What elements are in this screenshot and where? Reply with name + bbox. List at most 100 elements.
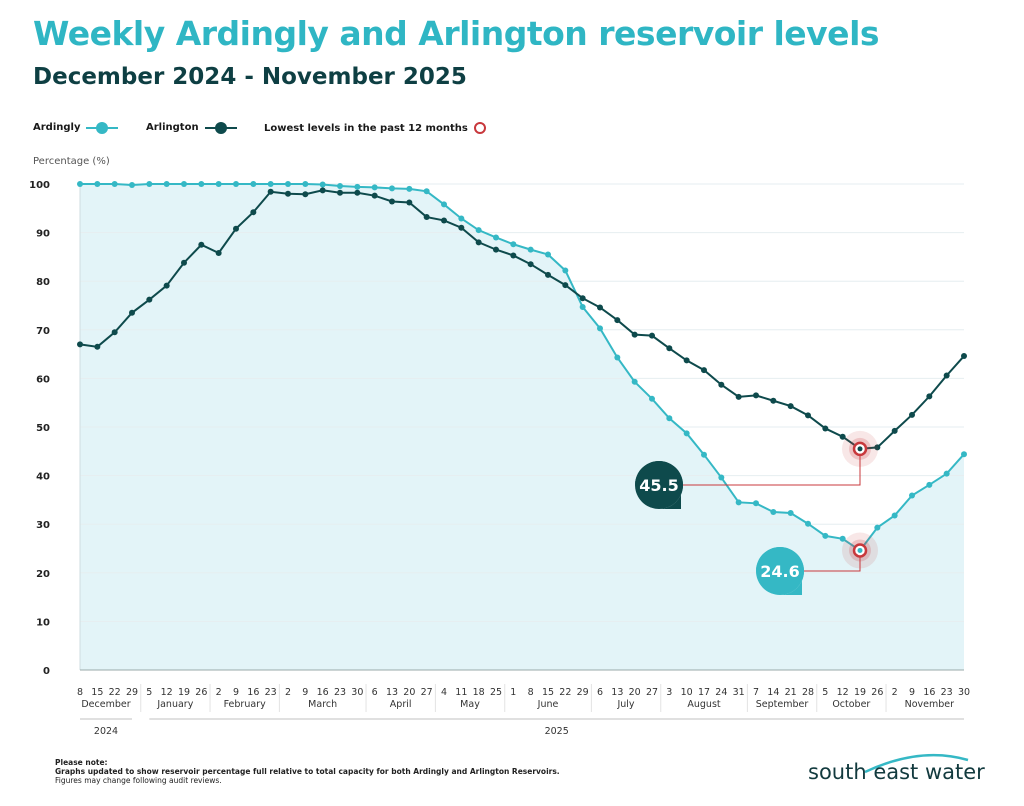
x-tick-label: 11 — [455, 687, 467, 698]
x-tick-label: 8 — [77, 687, 83, 698]
data-point-ardingly — [94, 181, 101, 187]
x-tick-label: 13 — [611, 687, 623, 698]
x-tick-label: 31 — [733, 687, 745, 698]
callout-leader — [679, 455, 861, 486]
callout-bubble — [756, 547, 804, 595]
x-tick-label: 6 — [372, 687, 378, 698]
data-point-arlington — [701, 367, 707, 374]
data-point-ardingly — [181, 181, 187, 187]
y-tick-label: 80 — [36, 277, 50, 288]
x-tick-label: 16 — [247, 687, 259, 698]
data-point-arlington — [129, 309, 135, 316]
data-point-ardingly — [631, 378, 638, 385]
x-tick-label: 22 — [109, 687, 121, 698]
x-tick-label: 2 — [892, 687, 898, 698]
month-label: April — [390, 699, 412, 710]
data-point-arlington — [649, 332, 655, 339]
y-tick-label: 20 — [36, 569, 50, 580]
data-point-arlington — [233, 225, 239, 232]
legend-arlington-label: Arlington — [146, 122, 199, 133]
callout-bubble — [756, 547, 804, 595]
data-point-arlington — [822, 425, 829, 432]
data-point-ardingly — [701, 451, 707, 458]
x-tick-label: 29 — [126, 687, 138, 698]
data-point-arlington — [545, 271, 551, 278]
data-point-arlington — [423, 214, 430, 221]
x-tick-label: 21 — [785, 687, 797, 698]
x-tick-label: 9 — [233, 687, 239, 698]
data-point-ardingly — [545, 251, 551, 258]
month-label: August — [687, 699, 721, 710]
month-label: February — [224, 699, 266, 710]
data-point-ardingly — [770, 509, 777, 516]
lowest-marker-dot — [857, 446, 863, 452]
x-tick-label: 5 — [146, 687, 152, 698]
x-tick-label: 23 — [941, 687, 953, 698]
data-point-ardingly — [805, 520, 811, 527]
data-point-ardingly — [215, 181, 222, 187]
data-point-arlington — [302, 191, 309, 198]
callout-leader — [800, 557, 861, 572]
data-point-arlington — [579, 295, 586, 302]
month-label: September — [756, 699, 809, 710]
y-tick-label: 70 — [36, 326, 50, 337]
y-tick-label: 30 — [36, 520, 50, 531]
series-line-arlington — [79, 189, 965, 450]
month-label: March — [308, 699, 337, 710]
legend-ardingly-label: Ardingly — [33, 122, 81, 133]
y-axis-label: Percentage (%) — [33, 156, 110, 167]
data-point-arlington — [94, 343, 101, 350]
x-tick-label: 16 — [923, 687, 935, 698]
y-tick-label: 50 — [36, 423, 50, 434]
x-tick-label: 25 — [490, 687, 502, 698]
data-point-ardingly — [683, 430, 690, 437]
legend-lowest: Lowest levels in the past 12 months — [264, 122, 486, 134]
data-point-arlington — [163, 282, 170, 289]
data-point-ardingly — [337, 182, 343, 189]
month-label: October — [832, 699, 870, 710]
data-point-arlington — [493, 246, 499, 253]
data-point-arlington — [805, 412, 811, 419]
data-point-ardingly — [874, 524, 881, 531]
legend-arlington: Arlington — [146, 121, 237, 134]
data-point-ardingly — [735, 499, 742, 506]
data-point-arlington — [441, 217, 447, 224]
data-point-arlington — [735, 393, 742, 400]
y-tick-label: 60 — [36, 374, 50, 385]
data-point-arlington — [198, 241, 205, 248]
data-point-ardingly — [753, 500, 759, 507]
data-point-ardingly — [961, 451, 967, 458]
x-tick-label: 27 — [646, 687, 658, 698]
data-point-arlington — [839, 433, 846, 440]
chart-subtitle: December 2024 - November 2025 — [33, 64, 467, 90]
month-label: June — [537, 699, 559, 710]
data-point-arlington — [926, 393, 933, 400]
x-tick-label: 16 — [317, 687, 329, 698]
data-point-ardingly — [198, 181, 205, 187]
x-tick-label: 12 — [161, 687, 173, 698]
x-tick-label: 19 — [178, 687, 190, 698]
x-tick-label: 22 — [559, 687, 571, 698]
x-tick-label: 5 — [822, 687, 828, 698]
data-point-arlington — [753, 392, 759, 399]
x-tick-label: 30 — [351, 687, 363, 698]
data-point-ardingly — [718, 474, 725, 481]
data-point-arlington — [111, 329, 118, 336]
x-tick-label: 14 — [767, 687, 779, 698]
data-point-ardingly — [527, 246, 534, 253]
x-tick-label: 23 — [265, 687, 277, 698]
callout-value: 45.5 — [639, 476, 678, 495]
data-point-arlington — [597, 304, 603, 311]
data-point-ardingly — [458, 215, 465, 222]
ardingly-line-icon — [86, 121, 119, 134]
x-tick-label: 17 — [698, 687, 710, 698]
x-tick-label: 6 — [597, 687, 603, 698]
data-point-ardingly — [319, 181, 326, 188]
data-point-arlington — [77, 341, 83, 348]
legend-lowest-label: Lowest levels in the past 12 months — [264, 122, 468, 134]
data-point-arlington — [614, 317, 621, 324]
data-point-ardingly — [354, 183, 361, 190]
legend-ardingly: Ardingly — [33, 121, 119, 134]
